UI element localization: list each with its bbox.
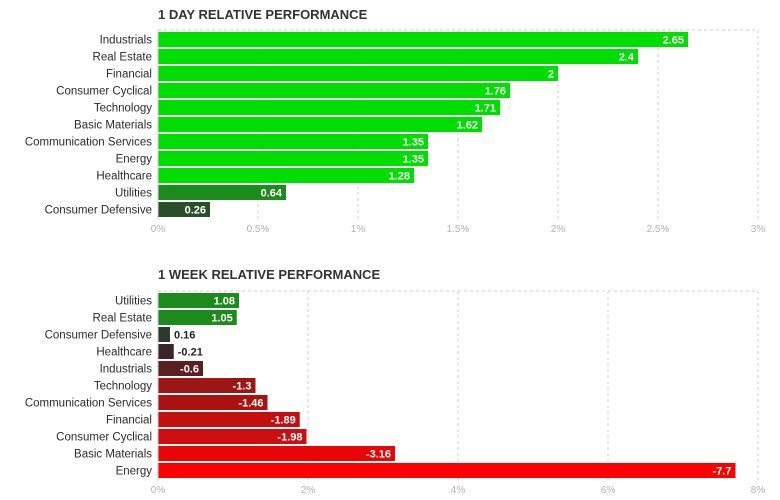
bar — [158, 32, 688, 47]
category-label: Healthcare — [96, 171, 152, 183]
value-label: -0.21 — [178, 347, 203, 359]
category-label: Real Estate — [93, 313, 152, 325]
value-label: -1.3 — [233, 381, 252, 393]
value-label: -3.16 — [366, 449, 391, 461]
category-label: Consumer Defensive — [45, 205, 152, 217]
category-label: Consumer Cyclical — [56, 86, 152, 98]
x-tick-label: 8% — [751, 485, 766, 496]
x-tick-label: 0% — [151, 224, 166, 235]
category-label: Industrials — [100, 35, 153, 47]
category-label: Basic Materials — [74, 120, 152, 132]
category-label: Basic Materials — [74, 449, 152, 461]
bar — [158, 361, 203, 376]
x-tick-label: 0.5% — [247, 224, 270, 235]
value-label: 1.35 — [403, 154, 424, 166]
category-label: Healthcare — [96, 347, 152, 359]
bar — [158, 327, 170, 342]
x-tick-label: 2% — [551, 224, 566, 235]
value-label: 1.76 — [485, 86, 506, 98]
category-label: Financial — [106, 415, 152, 427]
bar — [158, 429, 307, 444]
category-label: Technology — [94, 381, 152, 393]
bar — [158, 293, 239, 308]
value-label: -1.46 — [238, 398, 263, 410]
x-tick-label: 1% — [351, 224, 366, 235]
value-label: 0.16 — [174, 330, 195, 342]
bar — [158, 395, 268, 410]
category-label: Communication Services — [25, 137, 152, 149]
bar — [158, 344, 174, 359]
x-tick-label: 6% — [601, 485, 616, 496]
bar — [158, 49, 638, 64]
x-tick-label: 3% — [751, 224, 766, 235]
x-tick-label: 0% — [151, 485, 166, 496]
x-tick-label: 2.5% — [647, 224, 670, 235]
value-label: 2.65 — [663, 35, 684, 47]
chart-title-1week: 1 WEEK RELATIVE PERFORMANCE — [158, 267, 381, 282]
bar — [158, 100, 500, 115]
category-label: Technology — [94, 103, 152, 115]
bar — [158, 168, 414, 183]
category-label: Financial — [106, 69, 152, 81]
bar — [158, 412, 300, 427]
bar — [158, 446, 395, 461]
bar — [158, 66, 558, 81]
category-label: Energy — [116, 154, 153, 166]
value-label: 0.26 — [185, 205, 206, 217]
category-label: Utilities — [115, 296, 152, 308]
category-label: Consumer Cyclical — [56, 432, 152, 444]
category-label: Communication Services — [25, 398, 152, 410]
value-label: 1.05 — [211, 313, 232, 325]
value-label: -7.7 — [713, 466, 732, 478]
category-label: Real Estate — [93, 52, 152, 64]
bar — [158, 185, 286, 200]
value-label: 1.08 — [214, 296, 235, 308]
bar — [158, 134, 428, 149]
chart-title-1day: 1 DAY RELATIVE PERFORMANCE — [158, 7, 368, 22]
value-label: 1.71 — [475, 103, 496, 115]
bar — [158, 151, 428, 166]
value-label: 1.35 — [403, 137, 424, 149]
x-tick-label: 4% — [451, 485, 466, 496]
category-label: Energy — [116, 466, 153, 478]
value-label: 2 — [548, 69, 554, 81]
bar — [158, 83, 510, 98]
value-label: 1.28 — [389, 171, 410, 183]
value-label: 0.64 — [261, 188, 283, 200]
bar — [158, 117, 482, 132]
category-label: Utilities — [115, 188, 152, 200]
category-label: Consumer Defensive — [45, 330, 152, 342]
value-label: -0.6 — [180, 364, 199, 376]
bar — [158, 310, 237, 325]
category-label: Industrials — [100, 364, 153, 376]
value-label: 2.4 — [619, 52, 635, 64]
x-tick-label: 1.5% — [447, 224, 470, 235]
value-label: -1.98 — [277, 432, 302, 444]
value-label: -1.89 — [271, 415, 296, 427]
bar — [158, 463, 736, 478]
bar — [158, 202, 210, 217]
value-label: 1.62 — [457, 120, 478, 132]
x-tick-label: 2% — [301, 485, 316, 496]
bar — [158, 378, 256, 393]
